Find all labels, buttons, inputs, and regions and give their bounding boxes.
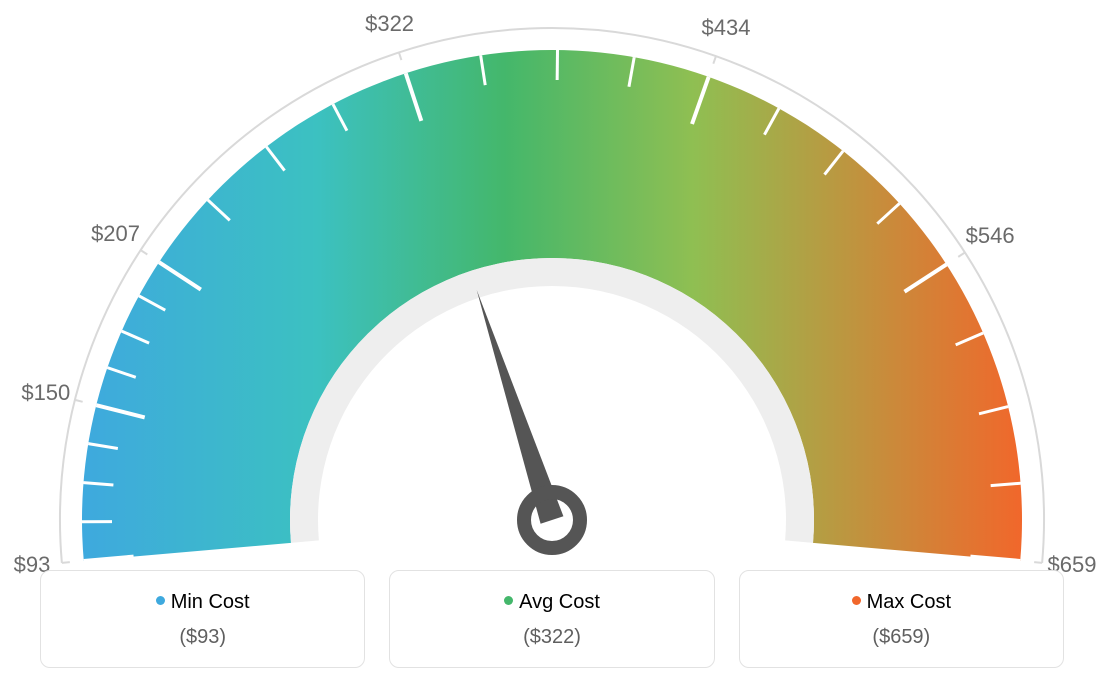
legend-avg-value: ($322) xyxy=(400,626,703,649)
legend-min-title: Min Cost xyxy=(51,591,354,614)
legend-avg-card: Avg Cost ($322) xyxy=(389,570,714,668)
legend-avg-dot xyxy=(504,596,513,605)
legend-min-dot xyxy=(156,596,165,605)
legend-avg-title: Avg Cost xyxy=(400,591,703,614)
legend-max-label: Max Cost xyxy=(867,591,951,613)
legend-min-value: ($93) xyxy=(51,626,354,649)
gauge-tick-label: $207 xyxy=(91,221,140,247)
legend-min-card: Min Cost ($93) xyxy=(40,570,365,668)
legend-max-title: Max Cost xyxy=(750,591,1053,614)
gauge-tick-label: $434 xyxy=(702,15,751,41)
legend-max-card: Max Cost ($659) xyxy=(739,570,1064,668)
cost-gauge: $93$150$207$322$434$546$659 xyxy=(52,20,1052,585)
legend-max-dot xyxy=(852,596,861,605)
legend-max-value: ($659) xyxy=(750,626,1053,649)
gauge-tick-label: $546 xyxy=(966,223,1015,249)
legend-min-label: Min Cost xyxy=(171,591,250,613)
gauge-tick-label: $150 xyxy=(21,380,70,406)
legend-row: Min Cost ($93) Avg Cost ($322) Max Cost … xyxy=(40,570,1064,668)
gauge-tick-label: $322 xyxy=(365,11,414,37)
legend-avg-label: Avg Cost xyxy=(519,591,600,613)
